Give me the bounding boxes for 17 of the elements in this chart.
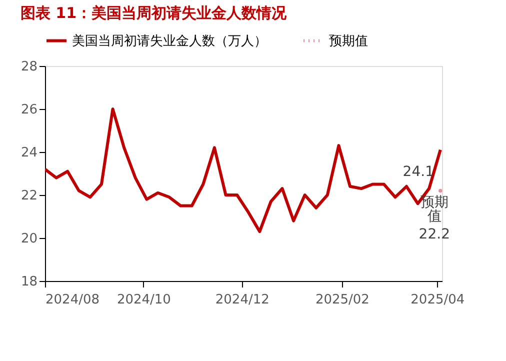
annotation: 预期值 (420, 194, 448, 225)
x-tick-label: 2024/12 (215, 292, 270, 308)
y-tick-label: 18 (20, 274, 38, 290)
chart-title: 图表 11：美国当周初请失业金人数情况 (20, 4, 288, 22)
legend-label: 预期值 (329, 34, 368, 49)
y-tick-label: 26 (20, 102, 38, 118)
x-tick-label: 2025/04 (410, 292, 465, 308)
y-tick-label: 28 (20, 60, 38, 74)
x-tick-label: 2024/10 (116, 292, 171, 308)
x-tick-label: 2024/08 (46, 292, 100, 308)
data-label: 22.2 (418, 226, 450, 243)
y-tick-label: 24 (20, 146, 38, 160)
y-tick-label: 20 (20, 232, 38, 246)
data-label: 24.1 (402, 164, 434, 180)
x-tick-label: 2025/02 (315, 292, 370, 308)
y-tick-label: 22 (20, 188, 38, 204)
legend-label: 美国当周初请失业金人数（万人） (72, 32, 267, 49)
